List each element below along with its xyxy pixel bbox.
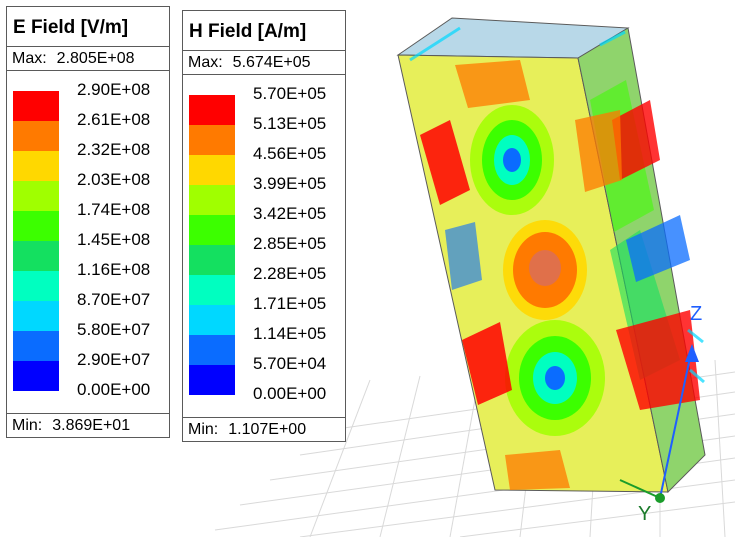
e-swatch-10: [13, 91, 59, 121]
e-field-max: Max: 2.805E+08: [7, 47, 169, 71]
e-tick: 2.03E+08: [77, 170, 151, 189]
e-swatch-6: [13, 211, 59, 241]
e-tick: 2.90E+08: [77, 80, 151, 99]
e-tick: 0.00E+00: [77, 380, 151, 399]
e-field-min-label: Min:: [12, 417, 43, 434]
h-tick: 5.70E+04: [253, 354, 327, 373]
e-swatch-5: [13, 241, 59, 271]
e-swatch-9: [13, 121, 59, 151]
h-swatch-2: [189, 335, 235, 365]
h-field-max-value: 5.674E+05: [232, 54, 311, 71]
h-tick: 2.85E+05: [253, 234, 327, 253]
h-field-max: Max: 5.674E+05: [183, 51, 345, 75]
h-tick: 1.71E+05: [253, 294, 327, 313]
e-field-legend-title: E Field [V/m]: [7, 7, 169, 47]
h-tick: 5.13E+05: [253, 114, 327, 133]
h-field-legend-title: H Field [A/m]: [183, 11, 345, 51]
axis-triad: Z Y: [619, 303, 702, 525]
e-swatch-2: [13, 331, 59, 361]
e-swatch-3: [13, 301, 59, 331]
e-field-min-value: 3.869E+01: [52, 417, 131, 434]
e-swatch-7: [13, 181, 59, 211]
h-swatch-4: [189, 275, 235, 305]
e-tick: 1.45E+08: [77, 230, 151, 249]
h-tick: 4.56E+05: [253, 144, 327, 163]
h-tick: 0.00E+00: [253, 384, 327, 403]
h-field-legend: H Field [A/m] Max: 5.674E+05 5.70E+05 5.1…: [182, 10, 346, 442]
h-swatch-1: [189, 365, 235, 395]
e-tick: 2.90E+07: [77, 350, 151, 369]
h-swatch-10: [189, 95, 235, 125]
h-swatch-5: [189, 245, 235, 275]
h-swatch-6: [189, 215, 235, 245]
h-swatch-3: [189, 305, 235, 335]
z-axis-label: Z: [690, 303, 702, 325]
e-field-max-label: Max:: [12, 50, 47, 67]
e-tick: 2.32E+08: [77, 140, 151, 159]
e-field-max-value: 2.805E+08: [56, 50, 135, 67]
e-field-legend: E Field [V/m] Max: 2.805E+08 2.90E+08 2.6…: [6, 6, 170, 438]
h-tick: 3.99E+05: [253, 174, 327, 193]
e-tick: 1.16E+08: [77, 260, 151, 279]
h-tick: 2.28E+05: [253, 264, 327, 283]
e-swatch-8: [13, 151, 59, 181]
field-box[interactable]: [396, 17, 706, 494]
h-field-max-label: Max:: [188, 54, 223, 71]
h-swatch-9: [189, 125, 235, 155]
e-tick: 2.61E+08: [77, 110, 151, 129]
h-field-min-value: 1.107E+00: [228, 421, 307, 438]
e-tick: 1.74E+08: [77, 200, 151, 219]
y-axis-label: Y: [638, 503, 651, 525]
e-swatch-4: [13, 271, 59, 301]
h-tick: 1.14E+05: [253, 324, 327, 343]
h-tick: 5.70E+05: [253, 84, 327, 103]
e-swatch-1: [13, 361, 59, 391]
e-tick: 5.80E+07: [77, 320, 151, 339]
e-field-min: Min: 3.869E+01: [7, 413, 169, 437]
h-swatch-8: [189, 155, 235, 185]
e-tick: 8.70E+07: [77, 290, 151, 309]
h-tick: 3.42E+05: [253, 204, 327, 223]
h-swatch-7: [189, 185, 235, 215]
h-field-min-label: Min:: [188, 421, 219, 438]
h-field-min: Min: 1.107E+00: [183, 417, 345, 441]
